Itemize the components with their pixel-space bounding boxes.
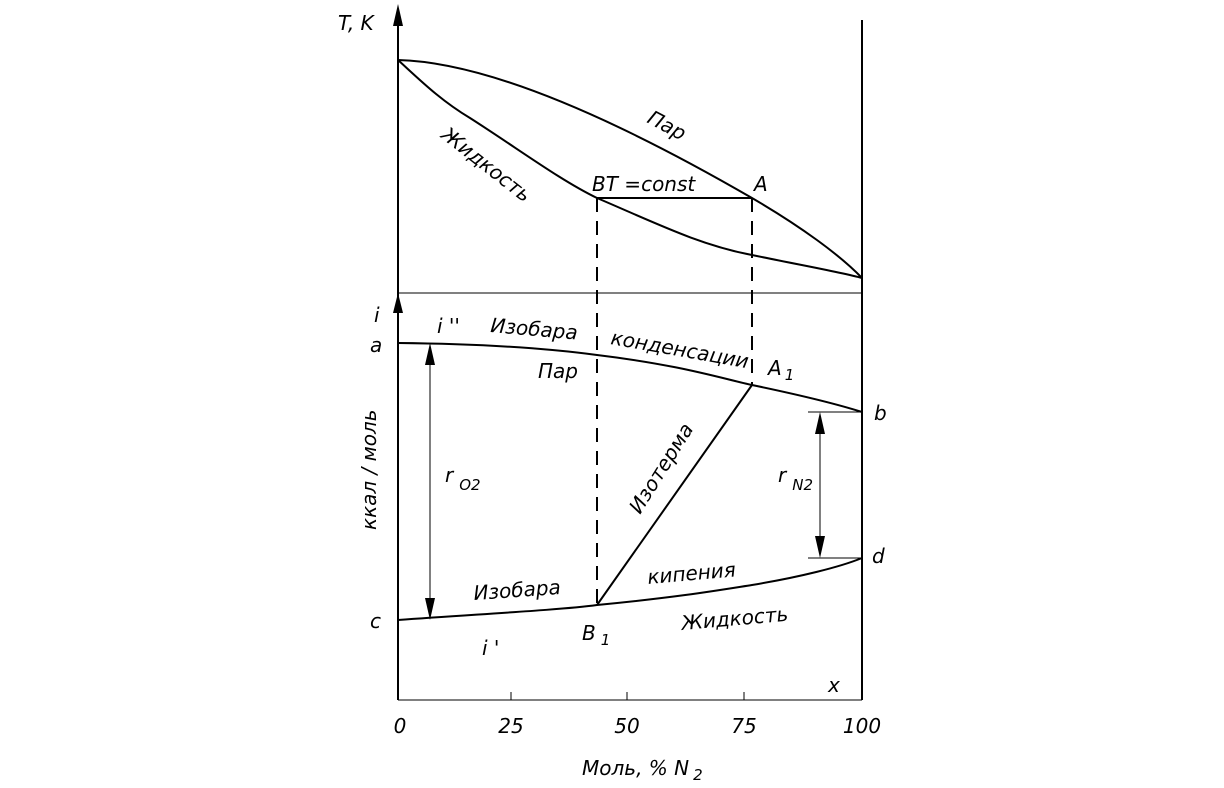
t-x-curves — [397, 59, 863, 605]
x-tick-label: 50 — [614, 714, 639, 738]
label: A — [766, 356, 782, 380]
x-tick-label: 75 — [731, 714, 756, 738]
label: B — [592, 172, 606, 196]
label: r — [445, 463, 455, 487]
x-tick-label: 0 — [394, 714, 407, 738]
label: x — [827, 673, 840, 697]
label: BT =const — [592, 172, 696, 196]
label: T =const — [606, 172, 697, 196]
label: конденсации — [609, 325, 751, 373]
label: кипения — [646, 557, 736, 589]
label: 2 — [693, 766, 703, 784]
frame — [393, 4, 863, 701]
label: T, K — [338, 11, 376, 35]
label: Пар — [538, 359, 578, 383]
label: O2 — [459, 476, 480, 494]
label: a — [370, 333, 382, 357]
label: r N2 — [778, 463, 813, 494]
i-x-curves — [397, 342, 863, 621]
x-tick-label: 25 — [498, 714, 523, 738]
label: i ' — [482, 636, 499, 660]
label: c — [370, 609, 381, 633]
label: r O2 — [445, 463, 481, 494]
label: Жидкость — [678, 602, 789, 635]
label: Моль, % N — [582, 756, 689, 780]
label: r — [778, 463, 788, 487]
label: 1 — [785, 366, 795, 384]
label: i '' — [437, 314, 460, 338]
label: 1 — [601, 631, 611, 649]
label: Жидкость — [435, 121, 536, 207]
label: N2 — [792, 476, 813, 494]
label: d — [872, 544, 885, 568]
label: Изобара — [473, 575, 562, 605]
label: B — [582, 621, 596, 645]
x-tick-label: 100 — [843, 714, 881, 738]
label: A — [752, 172, 768, 196]
label: Пар — [644, 105, 691, 145]
label: i — [374, 303, 380, 327]
label: b — [874, 401, 887, 425]
label: ккал / моль — [357, 409, 381, 530]
label: Изобара — [490, 313, 579, 345]
label: Изотерма — [624, 419, 698, 518]
